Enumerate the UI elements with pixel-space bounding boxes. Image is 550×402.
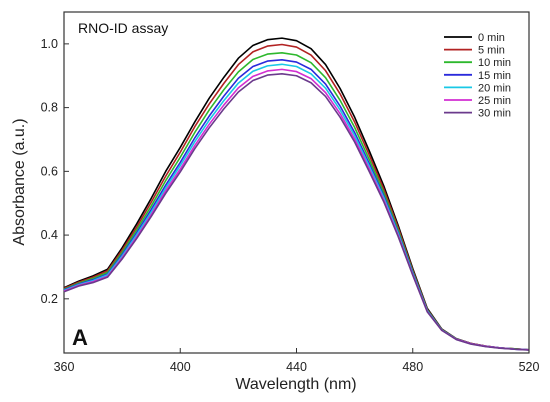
y-tick-label: 0.2 [41,292,58,306]
legend-label-3: 15 min [478,70,511,82]
panel-label: A [72,325,88,350]
y-tick-label: 0.8 [41,101,58,115]
legend-label-4: 20 min [478,82,511,94]
legend-label-2: 10 min [478,57,511,69]
legend-label-6: 30 min [478,108,511,120]
legend-label-0: 0 min [478,32,505,44]
x-tick-label: 440 [286,360,307,374]
plot-frame [63,11,530,354]
series-line-6 [63,73,530,351]
y-tick-label: 0.4 [41,228,58,242]
y-tick-label: 1.0 [41,37,58,51]
ticks-layer: 360 400 440 480 520 0.2 0.4 0.6 0.8 1.0 [41,37,540,374]
x-tick-label: 480 [402,360,423,374]
x-tick-label: 400 [170,360,191,374]
legend-label-5: 25 min [478,95,511,107]
chart-title: RNO-ID assay [78,20,168,36]
x-tick-label: 520 [519,360,540,374]
legend-label-1: 5 min [478,45,505,57]
series-layer [63,37,530,351]
x-tick-label: 360 [54,360,75,374]
y-axis-title: Absorbance (a.u.) [11,118,28,245]
x-axis-title: Wavelength (nm) [235,376,356,393]
y-tick-label: 0.6 [41,164,58,178]
